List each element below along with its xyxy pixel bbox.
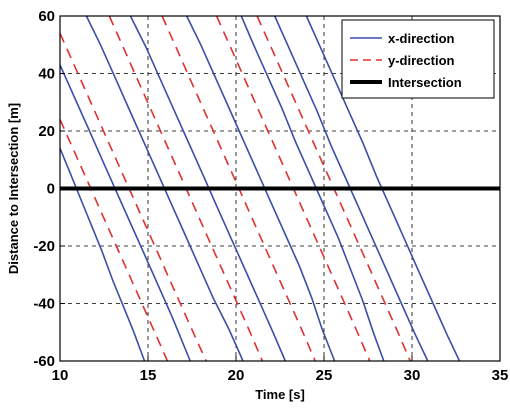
x-tick-label-4: 30 <box>404 367 421 384</box>
series-1-line-0 <box>59 119 169 362</box>
x-tick-label-2: 20 <box>228 367 245 384</box>
legend-label-intersection: Intersection <box>388 75 462 90</box>
y-tick-label-6: 60 <box>38 8 55 25</box>
y-tick-label-3: 0 <box>47 181 55 198</box>
y-tick-label-0: -60 <box>33 353 55 370</box>
series-0-line-1 <box>59 64 191 362</box>
series-0-line-0 <box>59 147 146 362</box>
legend: x-direction y-direction Intersection <box>341 19 495 99</box>
y-tick-label-4: 20 <box>38 123 55 140</box>
x-tick-label-3: 25 <box>316 367 333 384</box>
series-0-line-6 <box>273 15 429 362</box>
series-1-line-1 <box>59 32 207 362</box>
series-lines <box>59 15 500 362</box>
legend-label-x-direction: x-direction <box>388 31 455 46</box>
x-tick-label-5: 35 <box>492 367 509 384</box>
x-tick-label-1: 15 <box>140 367 157 384</box>
y-tick-label-1: -40 <box>33 296 55 313</box>
legend-box <box>341 19 495 99</box>
series-0-line-7 <box>305 15 461 362</box>
legend-label-y-direction: y-direction <box>388 53 455 68</box>
tick-labels: 10 15 20 25 30 35 -60 -40 -20 0 20 40 60 <box>33 8 508 384</box>
x-tick-label-0: 10 <box>52 367 69 384</box>
y-tick-label-5: 40 <box>38 66 55 83</box>
y-tick-label-2: -20 <box>33 238 55 255</box>
y-axis-label: Distance to Intersection [m] <box>6 103 21 274</box>
x-axis-label: Time [s] <box>255 387 305 402</box>
